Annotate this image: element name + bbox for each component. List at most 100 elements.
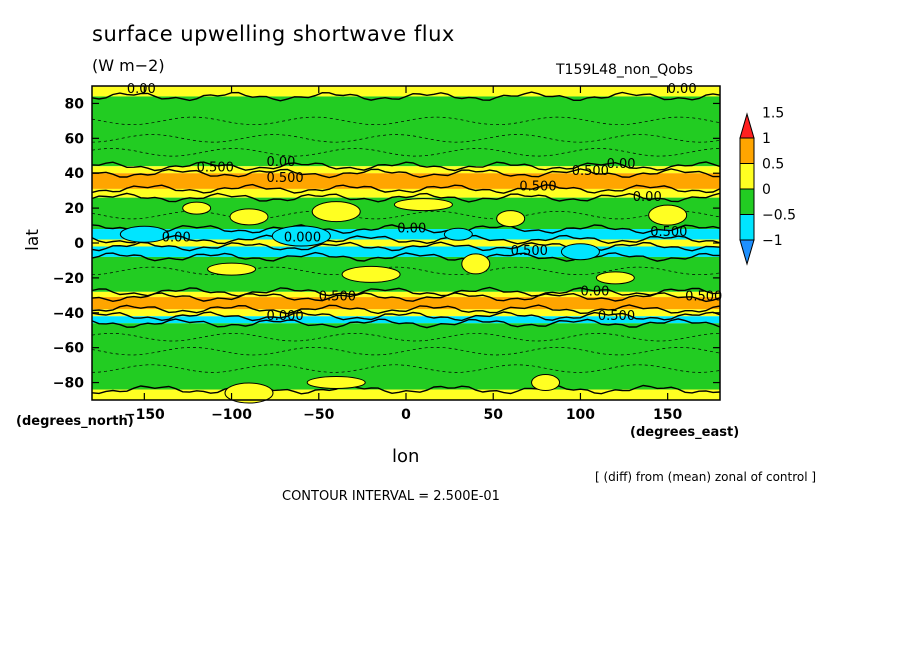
lat-band xyxy=(92,229,720,240)
y-tick-label: 0 xyxy=(74,236,84,252)
x-tick-label: −50 xyxy=(303,407,334,423)
contour-line xyxy=(91,234,721,245)
contour-line-dashed xyxy=(91,210,721,220)
lat-band xyxy=(92,309,720,317)
lat-band xyxy=(92,297,720,310)
contour-label: 0.500 xyxy=(650,225,687,240)
contour-label: 0.00 xyxy=(266,155,295,170)
lat-band xyxy=(92,323,720,390)
field-patch xyxy=(224,382,274,404)
colorbar-label: 0 xyxy=(762,182,771,198)
contour-label: 0.00 xyxy=(162,230,191,245)
field-patch xyxy=(271,225,331,247)
units-label: (W m−2) xyxy=(92,56,165,75)
contour-label: 0.00 xyxy=(668,82,697,97)
contour-line xyxy=(91,286,721,297)
contour-label: 0.500 xyxy=(685,290,722,305)
field-patch xyxy=(119,225,169,243)
colorbar-segment xyxy=(739,214,755,241)
contour-line xyxy=(91,304,721,315)
contour-line-dashed xyxy=(91,266,721,276)
contour-line xyxy=(91,311,721,322)
contour-interval: CONTOUR INTERVAL = 2.500E-01 xyxy=(282,489,500,504)
contour-line xyxy=(91,91,721,102)
contour-line xyxy=(92,168,720,179)
field-patch xyxy=(229,208,269,226)
contour-label: 0.500 xyxy=(197,160,234,175)
contour-line-dashed xyxy=(91,364,721,373)
contour-line xyxy=(91,384,721,395)
y-tick-label: 80 xyxy=(65,96,85,112)
contour-line xyxy=(91,251,721,262)
lat-band xyxy=(92,188,720,198)
chart-title: surface upwelling shortwave flux xyxy=(92,22,455,46)
contour-line xyxy=(91,292,721,303)
contour-label: 0.00 xyxy=(397,222,426,237)
contour-label: 0.500 xyxy=(319,290,356,305)
contour-label: 0.500 xyxy=(598,309,635,324)
contour-line xyxy=(91,183,721,194)
field-patch xyxy=(595,271,635,285)
lat-band xyxy=(92,173,720,189)
colorbar-triangle-top xyxy=(739,112,755,139)
contour-label: 0.500 xyxy=(266,171,303,186)
y-tick-label: −40 xyxy=(53,306,84,322)
x-tick-label: 100 xyxy=(566,407,595,423)
x-unit-label: (degrees_east) xyxy=(630,425,740,440)
contour-label: 0.500 xyxy=(519,180,556,195)
contour-label: 0.500 xyxy=(511,244,548,259)
field-patch xyxy=(311,201,361,223)
contour-label: 0.500 xyxy=(572,164,609,179)
y-tick-label: −80 xyxy=(53,376,84,392)
lat-band xyxy=(92,246,720,257)
contour-line xyxy=(91,224,721,235)
colorbar-triangle-bottom xyxy=(739,239,755,266)
colorbar-segment xyxy=(739,163,755,190)
y-tick-label: −60 xyxy=(53,341,84,357)
contour-line xyxy=(91,241,721,252)
colorbar-label: 1.5 xyxy=(762,106,784,122)
contour-line xyxy=(91,161,721,172)
colorbar-label: −1 xyxy=(762,233,783,249)
field-patch xyxy=(182,201,212,215)
field-patch xyxy=(461,253,491,275)
field-patch xyxy=(443,227,473,241)
x-tick-label: −150 xyxy=(124,407,165,423)
x-axis-label: lon xyxy=(392,446,420,467)
y-tick-label: 60 xyxy=(65,131,85,147)
contour-label: 0.00 xyxy=(607,157,636,172)
colorbar-label: 1 xyxy=(762,131,771,147)
lat-band xyxy=(92,96,720,167)
contour-line-dashed xyxy=(91,134,721,143)
contour-line-dashed xyxy=(91,346,721,356)
colorbar-label: 0.5 xyxy=(762,157,784,173)
y-tick-label: 40 xyxy=(65,166,85,182)
contour-line xyxy=(91,192,721,203)
y-tick-label: 20 xyxy=(65,201,85,217)
contour-line xyxy=(91,318,721,329)
contour-line-dashed xyxy=(91,116,721,126)
contour-label: 0.00 xyxy=(580,284,609,299)
field-patch xyxy=(207,262,257,276)
diff-note: [ (diff) from (mean) zonal of control ] xyxy=(595,470,817,484)
lat-band xyxy=(92,291,720,298)
colorbar-segment xyxy=(739,137,755,164)
y-unit-label: (degrees_north) xyxy=(16,414,134,429)
field-patch xyxy=(560,243,600,261)
x-tick-label: 150 xyxy=(653,407,682,423)
x-tick-label: −100 xyxy=(211,407,252,423)
lat-band xyxy=(92,239,720,247)
field-patch xyxy=(496,210,526,228)
field-patch xyxy=(393,198,453,212)
contour-label: 0.000 xyxy=(284,230,321,245)
run-name: T159L48_non_Qobs xyxy=(556,62,693,78)
lat-band xyxy=(92,316,720,324)
contour-label: 0.00 xyxy=(127,82,156,97)
field-patch xyxy=(531,374,561,392)
contour-line-dashed xyxy=(91,333,721,342)
field-patch xyxy=(648,204,688,226)
field-patch xyxy=(341,265,401,283)
colorbar-label: −0.5 xyxy=(762,208,796,224)
contour-label: 0.00 xyxy=(633,190,662,205)
